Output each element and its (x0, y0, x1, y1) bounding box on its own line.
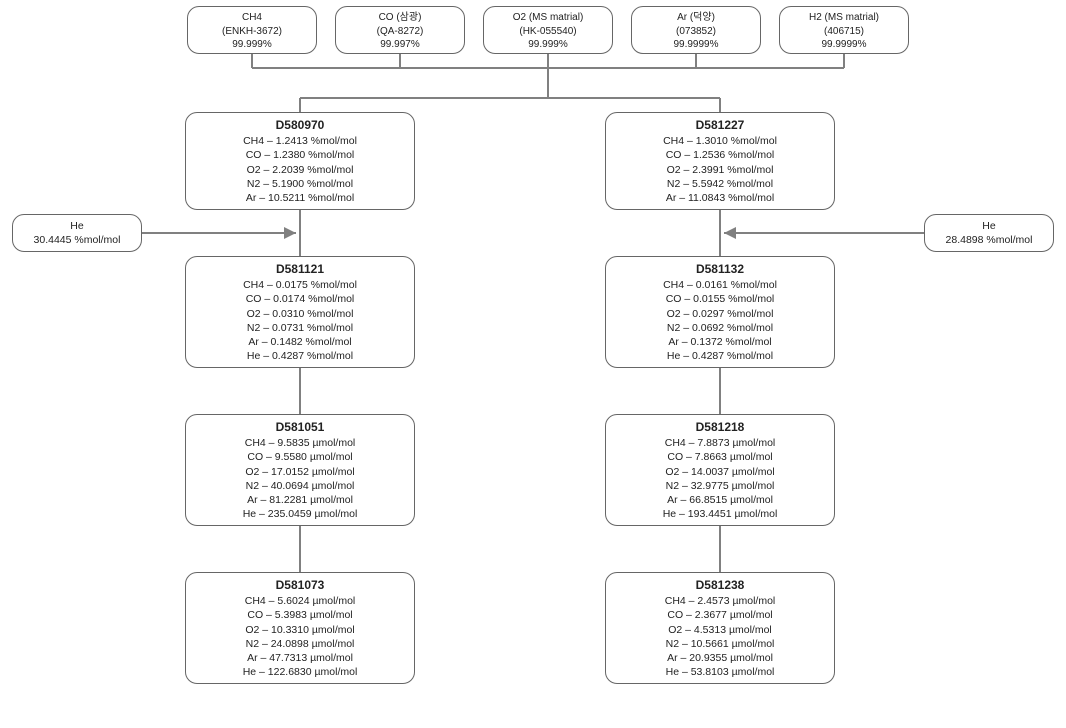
mixture-row: CH4 – 1.2413 %mol/mol (192, 134, 408, 148)
mixture-row: CO – 2.3677 µmol/mol (612, 608, 828, 622)
mixture-row: CO – 0.0155 %mol/mol (612, 292, 828, 306)
mixture-row: Ar – 10.5211 %mol/mol (192, 191, 408, 205)
mixture-row: CO – 7.8663 µmol/mol (612, 450, 828, 464)
src-l1: CO (삼광) (342, 11, 458, 25)
mixture-title: D581051 (192, 419, 408, 435)
mixture-row: CH4 – 9.5835 µmol/mol (192, 436, 408, 450)
mixture-title: D581238 (612, 577, 828, 593)
src-l2: (ENKH-3672) (194, 25, 310, 39)
mixture-row: CH4 – 5.6024 µmol/mol (192, 594, 408, 608)
mixture-node: D581238CH4 – 2.4573 µmol/molCO – 2.3677 … (605, 572, 835, 684)
mixture-row: CH4 – 0.0161 %mol/mol (612, 278, 828, 292)
src-l2: (QA-8272) (342, 25, 458, 39)
mixture-row: O2 – 14.0037 µmol/mol (612, 465, 828, 479)
mixture-row: Ar – 81.2281 µmol/mol (192, 493, 408, 507)
mixture-node: D581051CH4 – 9.5835 µmol/molCO – 9.5580 … (185, 414, 415, 526)
mixture-row: O2 – 2.2039 %mol/mol (192, 163, 408, 177)
source-node: O2 (MS matrial) (HK-055540) 99.999% (483, 6, 613, 54)
mixture-row: N2 – 0.0731 %mol/mol (192, 321, 408, 335)
source-node: CO (삼광) (QA-8272) 99.997% (335, 6, 465, 54)
mixture-row: He – 193.4451 µmol/mol (612, 507, 828, 521)
mixture-node: D581121CH4 – 0.0175 %mol/molCO – 0.0174 … (185, 256, 415, 368)
source-node: Ar (덕양) (073852) 99.9999% (631, 6, 761, 54)
mixture-row: CH4 – 0.0175 %mol/mol (192, 278, 408, 292)
he-value: 28.4898 %mol/mol (931, 233, 1047, 247)
mixture-row: CH4 – 7.8873 µmol/mol (612, 436, 828, 450)
mixture-row: CH4 – 1.3010 %mol/mol (612, 134, 828, 148)
mixture-row: Ar – 47.7313 µmol/mol (192, 651, 408, 665)
mixture-row: CH4 – 2.4573 µmol/mol (612, 594, 828, 608)
src-l3: 99.9999% (638, 38, 754, 52)
he-source-right: He 28.4898 %mol/mol (924, 214, 1054, 252)
mixture-row: He – 235.0459 µmol/mol (192, 507, 408, 521)
he-value: 30.4445 %mol/mol (19, 233, 135, 247)
mixture-row: O2 – 4.5313 µmol/mol (612, 623, 828, 637)
mixture-row: He – 53.8103 µmol/mol (612, 665, 828, 679)
mixture-row: O2 – 10.3310 µmol/mol (192, 623, 408, 637)
mixture-row: O2 – 17.0152 µmol/mol (192, 465, 408, 479)
mixture-row: N2 – 0.0692 %mol/mol (612, 321, 828, 335)
mixture-node: D581132CH4 – 0.0161 %mol/molCO – 0.0155 … (605, 256, 835, 368)
mixture-row: O2 – 0.0310 %mol/mol (192, 307, 408, 321)
mixture-row: N2 – 40.0694 µmol/mol (192, 479, 408, 493)
mixture-row: N2 – 5.1900 %mol/mol (192, 177, 408, 191)
mixture-node: D580970CH4 – 1.2413 %mol/molCO – 1.2380 … (185, 112, 415, 210)
mixture-row: N2 – 5.5942 %mol/mol (612, 177, 828, 191)
src-l1: H2 (MS matrial) (786, 11, 902, 25)
src-l1: O2 (MS matrial) (490, 11, 606, 25)
mixture-row: He – 0.4287 %mol/mol (192, 349, 408, 363)
mixture-title: D581132 (612, 261, 828, 277)
src-l1: CH4 (194, 11, 310, 25)
he-name: He (931, 219, 1047, 233)
mixture-row: Ar – 0.1482 %mol/mol (192, 335, 408, 349)
mixture-node: D581073CH4 – 5.6024 µmol/molCO – 5.3983 … (185, 572, 415, 684)
mixture-row: Ar – 11.0843 %mol/mol (612, 191, 828, 205)
mixture-row: N2 – 32.9775 µmol/mol (612, 479, 828, 493)
mixture-title: D581227 (612, 117, 828, 133)
mixture-row: CO – 9.5580 µmol/mol (192, 450, 408, 464)
src-l2: (HK-055540) (490, 25, 606, 39)
src-l3: 99.999% (194, 38, 310, 52)
src-l3: 99.999% (490, 38, 606, 52)
mixture-title: D580970 (192, 117, 408, 133)
mixture-row: CO – 0.0174 %mol/mol (192, 292, 408, 306)
he-name: He (19, 219, 135, 233)
mixture-title: D581121 (192, 261, 408, 277)
mixture-title: D581073 (192, 577, 408, 593)
mixture-row: O2 – 2.3991 %mol/mol (612, 163, 828, 177)
he-source-left: He 30.4445 %mol/mol (12, 214, 142, 252)
mixture-row: CO – 1.2380 %mol/mol (192, 148, 408, 162)
src-l2: (406715) (786, 25, 902, 39)
mixture-row: N2 – 24.0898 µmol/mol (192, 637, 408, 651)
mixture-node: D581227CH4 – 1.3010 %mol/molCO – 1.2536 … (605, 112, 835, 210)
mixture-node: D581218CH4 – 7.8873 µmol/molCO – 7.8663 … (605, 414, 835, 526)
mixture-row: Ar – 66.8515 µmol/mol (612, 493, 828, 507)
mixture-row: Ar – 0.1372 %mol/mol (612, 335, 828, 349)
src-l3: 99.997% (342, 38, 458, 52)
mixture-row: Ar – 20.9355 µmol/mol (612, 651, 828, 665)
src-l2: (073852) (638, 25, 754, 39)
mixture-row: CO – 5.3983 µmol/mol (192, 608, 408, 622)
mixture-row: O2 – 0.0297 %mol/mol (612, 307, 828, 321)
mixture-row: N2 – 10.5661 µmol/mol (612, 637, 828, 651)
src-l1: Ar (덕양) (638, 11, 754, 25)
src-l3: 99.9999% (786, 38, 902, 52)
mixture-row: He – 0.4287 %mol/mol (612, 349, 828, 363)
mixture-title: D581218 (612, 419, 828, 435)
source-node: H2 (MS matrial) (406715) 99.9999% (779, 6, 909, 54)
mixture-row: CO – 1.2536 %mol/mol (612, 148, 828, 162)
source-node: CH4 (ENKH-3672) 99.999% (187, 6, 317, 54)
mixture-row: He – 122.6830 µmol/mol (192, 665, 408, 679)
